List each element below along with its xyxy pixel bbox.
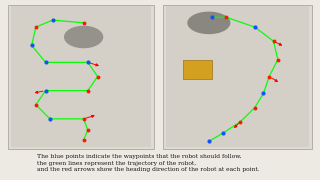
Bar — [8, 4, 154, 148]
Bar — [163, 4, 312, 148]
Ellipse shape — [187, 12, 230, 34]
Ellipse shape — [64, 26, 103, 48]
Text: The blue points indicate the waypoints that the robot should follow,
the green l: The blue points indicate the waypoints t… — [37, 154, 260, 172]
Bar — [11, 6, 151, 147]
Bar — [166, 6, 309, 147]
Bar — [183, 60, 212, 79]
